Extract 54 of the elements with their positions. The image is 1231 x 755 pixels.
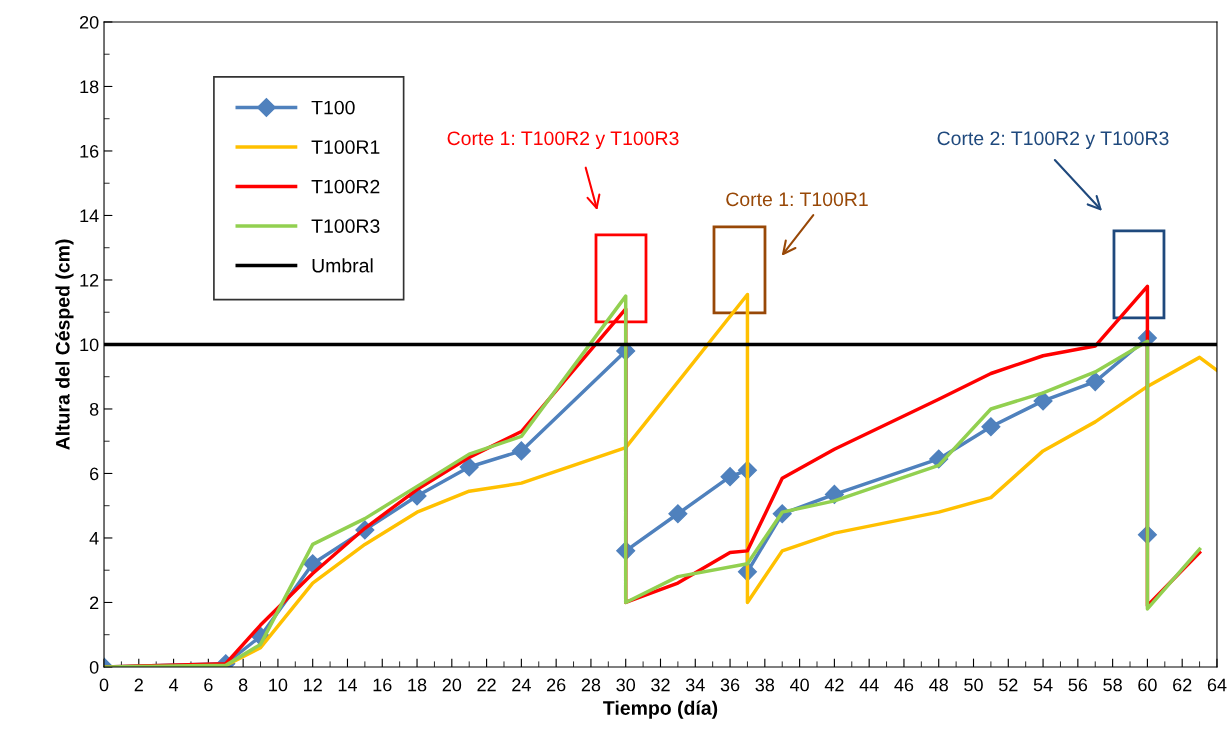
- x-tick-label: 8: [238, 678, 248, 692]
- x-tick-label: 62: [1173, 678, 1192, 692]
- y-tick-label: 4: [89, 532, 99, 545]
- x-tick-label: 46: [894, 678, 914, 692]
- x-tick-label: 18: [408, 678, 427, 692]
- legend-label: T100R1: [311, 140, 380, 154]
- x-axis-title: Tiempo (día): [603, 700, 718, 719]
- y-tick-label: 2: [90, 596, 99, 610]
- x-tick-label: 34: [685, 678, 705, 692]
- y-tick-label: 8: [89, 402, 99, 416]
- x-tick-label: 0: [99, 678, 109, 692]
- x-tick-label: 54: [1033, 678, 1053, 692]
- x-tick-label: 40: [789, 678, 809, 692]
- x-tick-label: 28: [581, 678, 601, 692]
- x-tick-label: 48: [929, 678, 948, 692]
- legend-label: T100R3: [311, 219, 380, 233]
- x-tick-label: 52: [998, 678, 1018, 692]
- legend-label: T100R2: [311, 179, 380, 194]
- x-tick-label: 12: [304, 678, 322, 692]
- x-tick-label: 10: [269, 678, 288, 692]
- x-tick-label: 16: [373, 678, 392, 692]
- x-tick-label: 44: [859, 678, 879, 692]
- y-tick-label: 10: [80, 338, 99, 352]
- x-tick-label: 4: [168, 678, 179, 692]
- legend-label: Umbral: [312, 258, 373, 273]
- x-tick-label: 32: [651, 678, 670, 692]
- annotation: Corte 2: T100R2 y T100R3: [937, 131, 1169, 150]
- legend-label: T100: [311, 100, 355, 115]
- x-tick-label: 30: [616, 678, 636, 692]
- x-tick-label: 14: [338, 678, 357, 692]
- y-tick-label: 18: [80, 80, 99, 94]
- x-tick-label: 26: [547, 678, 566, 692]
- x-tick-label: 20: [442, 678, 462, 692]
- x-tick-label: 36: [720, 678, 740, 692]
- annotation: Corte 1: T100R1: [726, 192, 868, 207]
- x-tick-label: 2: [134, 678, 143, 692]
- x-tick-label: 60: [1138, 678, 1157, 692]
- x-tick-label: 42: [824, 678, 844, 692]
- annotation: Corte 1: T100R2 y T100R3: [447, 131, 679, 150]
- y-tick-label: 0: [89, 660, 99, 674]
- y-axis-title: Altura del Césped (cm): [55, 239, 74, 450]
- x-tick-label: 56: [1068, 678, 1088, 692]
- y-tick-label: 20: [79, 15, 99, 29]
- y-tick-label: 6: [90, 467, 99, 481]
- x-tick-label: 58: [1103, 678, 1122, 692]
- x-tick-label: 24: [512, 678, 531, 692]
- x-tick-label: 64: [1207, 678, 1227, 692]
- x-tick-label: 22: [477, 678, 496, 692]
- y-tick-label: 14: [80, 209, 99, 223]
- x-tick-label: 50: [964, 678, 983, 692]
- y-tick-label: 12: [80, 273, 99, 287]
- x-tick-label: 6: [204, 678, 213, 692]
- y-tick-label: 16: [80, 144, 99, 158]
- x-tick-label: 38: [755, 678, 775, 692]
